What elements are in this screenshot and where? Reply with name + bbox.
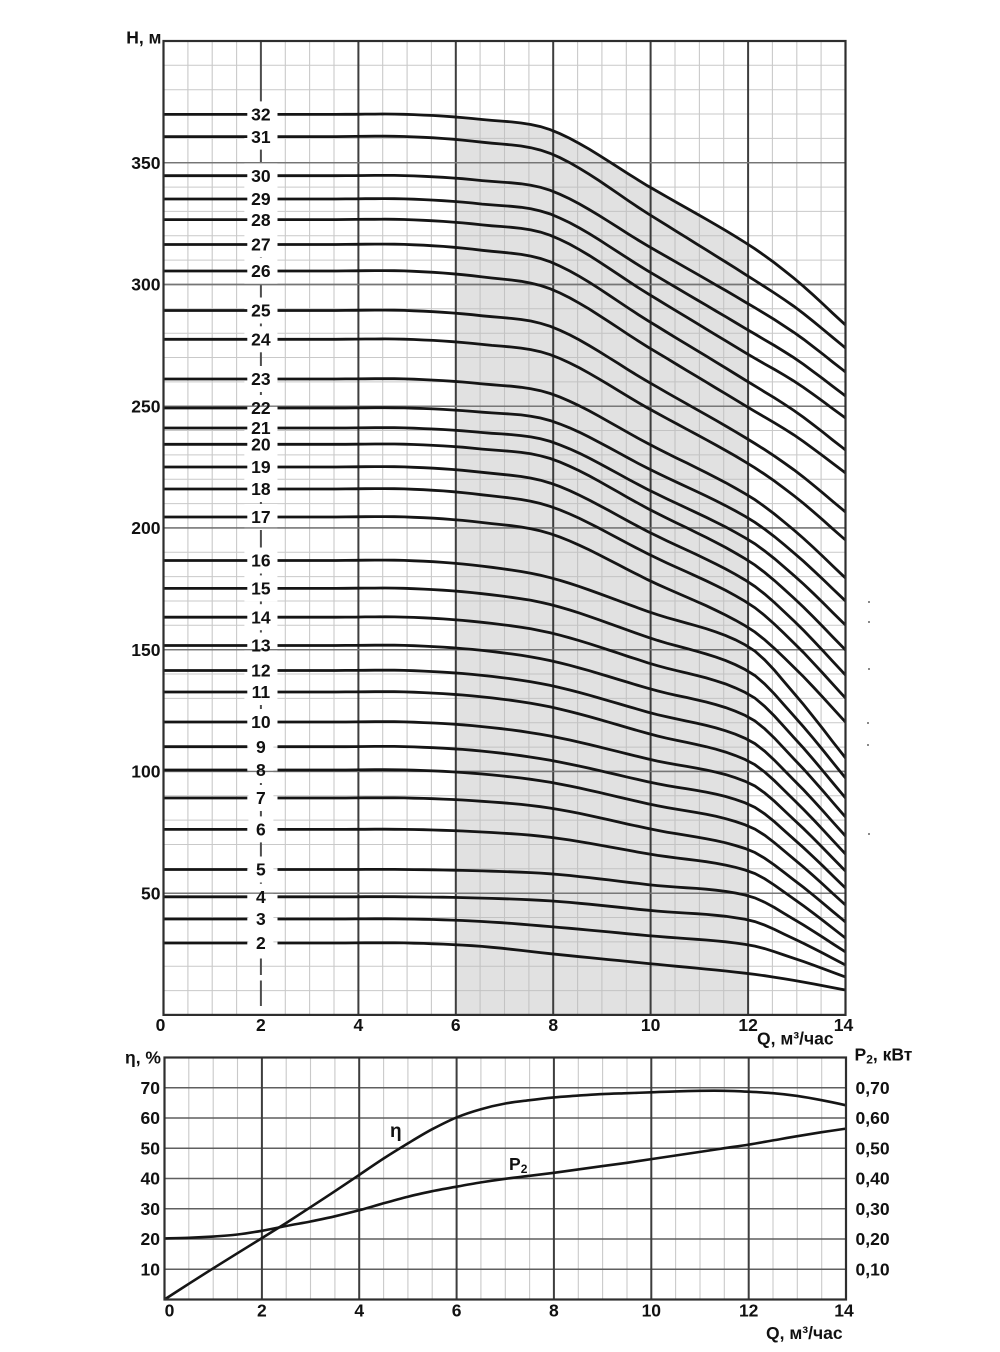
svg-text:η, %: η, %	[125, 1048, 161, 1068]
svg-text:15: 15	[251, 579, 271, 599]
svg-text:23: 23	[251, 369, 271, 389]
svg-text:7: 7	[256, 788, 266, 808]
svg-text:25: 25	[251, 301, 271, 321]
svg-text:16: 16	[251, 551, 271, 571]
svg-text:10: 10	[251, 712, 271, 732]
svg-text:4: 4	[354, 1015, 364, 1035]
svg-text:6: 6	[452, 1301, 462, 1321]
svg-text:40: 40	[141, 1169, 161, 1189]
svg-text:6: 6	[256, 820, 266, 840]
svg-text:8: 8	[549, 1301, 559, 1321]
svg-text:5: 5	[256, 860, 266, 880]
svg-text:0,70: 0,70	[856, 1078, 890, 1098]
svg-text:2: 2	[256, 1015, 266, 1035]
svg-text:50: 50	[141, 883, 161, 903]
svg-text:22: 22	[251, 398, 271, 418]
svg-text:19: 19	[251, 457, 271, 477]
svg-text:10: 10	[141, 1260, 161, 1280]
svg-text:20: 20	[141, 1229, 161, 1249]
svg-text:Q, м³/час: Q, м³/час	[766, 1323, 843, 1343]
svg-text:28: 28	[251, 210, 271, 230]
svg-text:10: 10	[641, 1015, 661, 1035]
svg-text:14: 14	[251, 607, 271, 627]
svg-text:4: 4	[256, 887, 266, 907]
svg-text:250: 250	[131, 396, 160, 416]
svg-text:32: 32	[251, 105, 271, 125]
svg-text:200: 200	[131, 518, 160, 538]
svg-text:9: 9	[256, 737, 266, 757]
svg-text:Q, м³/час: Q, м³/час	[757, 1029, 834, 1049]
svg-text:0,50: 0,50	[856, 1139, 890, 1159]
svg-text:11: 11	[252, 682, 271, 702]
svg-text:300: 300	[131, 275, 160, 295]
svg-text:26: 26	[251, 261, 271, 281]
svg-text:0,20: 0,20	[856, 1229, 890, 1249]
svg-text:350: 350	[131, 153, 160, 173]
svg-text:4: 4	[354, 1301, 364, 1321]
svg-text:H, м: H, м	[126, 28, 161, 48]
svg-text:2: 2	[257, 1301, 267, 1321]
svg-text:150: 150	[131, 640, 160, 660]
svg-text:0,30: 0,30	[856, 1199, 890, 1219]
svg-text:20: 20	[251, 435, 271, 455]
svg-text:21: 21	[251, 418, 271, 438]
svg-text:18: 18	[251, 479, 271, 499]
svg-text:0: 0	[156, 1015, 166, 1035]
svg-text:12: 12	[251, 661, 271, 681]
svg-text:29: 29	[251, 189, 271, 209]
svg-text:14: 14	[834, 1015, 854, 1035]
svg-text:8: 8	[256, 760, 266, 780]
svg-text:27: 27	[251, 235, 270, 255]
svg-text:17: 17	[251, 507, 270, 527]
svg-text:60: 60	[141, 1108, 161, 1128]
svg-text:24: 24	[251, 330, 271, 350]
svg-text:12: 12	[738, 1015, 758, 1035]
svg-text:10: 10	[642, 1301, 662, 1321]
svg-text:50: 50	[141, 1139, 161, 1159]
svg-text:2: 2	[256, 933, 266, 953]
svg-text:31: 31	[251, 127, 271, 147]
svg-text:100: 100	[131, 762, 160, 782]
svg-text:6: 6	[451, 1015, 461, 1035]
svg-text:0,40: 0,40	[856, 1169, 890, 1189]
svg-text:0,60: 0,60	[856, 1108, 890, 1128]
svg-text:3: 3	[256, 909, 266, 929]
svg-text:0,10: 0,10	[856, 1260, 890, 1280]
svg-text:η: η	[390, 1121, 402, 1142]
svg-text:12: 12	[739, 1301, 759, 1321]
svg-text:P2, кВт: P2, кВт	[855, 1045, 913, 1067]
svg-text:8: 8	[548, 1015, 558, 1035]
svg-text:30: 30	[141, 1199, 161, 1219]
svg-text:14: 14	[834, 1301, 854, 1321]
svg-text:30: 30	[251, 166, 271, 186]
svg-text:13: 13	[251, 636, 271, 656]
svg-text:0: 0	[165, 1301, 175, 1321]
svg-text:70: 70	[141, 1078, 161, 1098]
